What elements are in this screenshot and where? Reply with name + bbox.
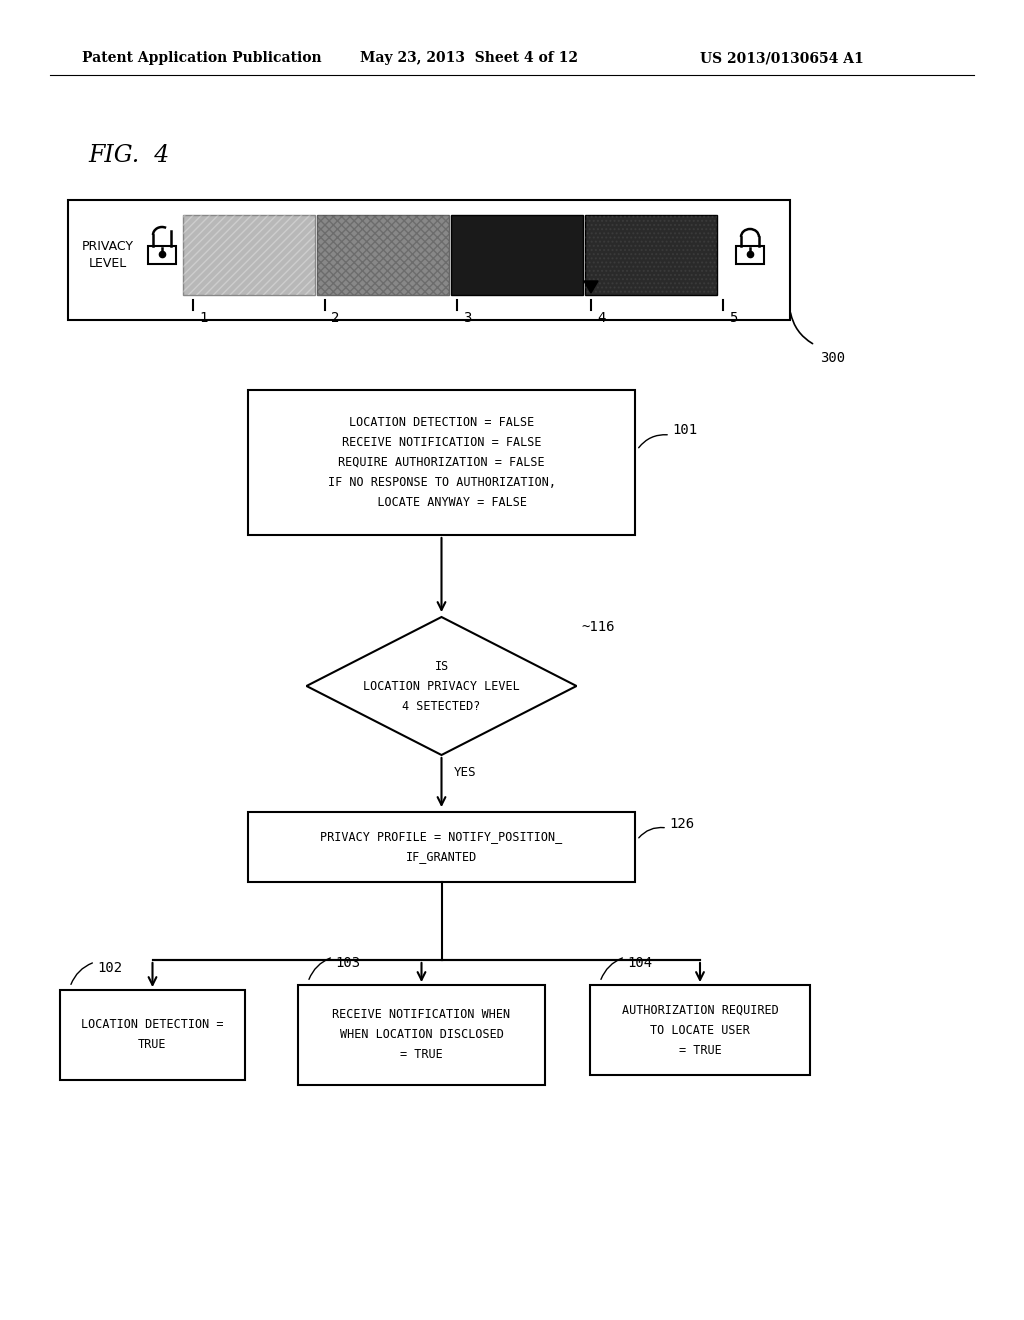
Polygon shape bbox=[306, 616, 577, 755]
Text: 300: 300 bbox=[820, 351, 845, 366]
Polygon shape bbox=[584, 281, 598, 293]
Bar bbox=[298, 985, 545, 1085]
Text: 102: 102 bbox=[97, 961, 122, 975]
Bar bbox=[68, 201, 790, 319]
Bar bbox=[317, 215, 449, 294]
Text: AUTHORIZATION REQUIRED
TO LOCATE USER
= TRUE: AUTHORIZATION REQUIRED TO LOCATE USER = … bbox=[622, 1003, 778, 1056]
Bar bbox=[248, 389, 635, 535]
Text: 101: 101 bbox=[672, 422, 697, 437]
Text: 1: 1 bbox=[199, 312, 208, 325]
Text: US 2013/0130654 A1: US 2013/0130654 A1 bbox=[700, 51, 864, 65]
Text: YES: YES bbox=[454, 767, 476, 780]
Bar bbox=[183, 215, 315, 294]
Text: IS
LOCATION PRIVACY LEVEL
4 SETECTED?: IS LOCATION PRIVACY LEVEL 4 SETECTED? bbox=[364, 660, 520, 713]
Text: 5: 5 bbox=[729, 312, 737, 325]
Text: FIG.  4: FIG. 4 bbox=[88, 144, 169, 166]
Text: ~116: ~116 bbox=[582, 620, 615, 634]
Text: 3: 3 bbox=[463, 312, 471, 325]
Bar bbox=[585, 215, 717, 294]
Bar bbox=[317, 215, 449, 294]
Text: 2: 2 bbox=[331, 312, 339, 325]
FancyBboxPatch shape bbox=[148, 246, 176, 264]
Text: 104: 104 bbox=[627, 956, 652, 970]
Bar bbox=[60, 990, 245, 1080]
Text: May 23, 2013  Sheet 4 of 12: May 23, 2013 Sheet 4 of 12 bbox=[360, 51, 578, 65]
Bar bbox=[248, 812, 635, 882]
FancyBboxPatch shape bbox=[736, 246, 764, 264]
Text: RECEIVE NOTIFICATION WHEN
WHEN LOCATION DISCLOSED
= TRUE: RECEIVE NOTIFICATION WHEN WHEN LOCATION … bbox=[333, 1008, 511, 1061]
Text: 103: 103 bbox=[335, 956, 360, 970]
Text: PRIVACY PROFILE = NOTIFY_POSITION_
IF_GRANTED: PRIVACY PROFILE = NOTIFY_POSITION_ IF_GR… bbox=[321, 830, 562, 863]
Text: 126: 126 bbox=[669, 817, 694, 832]
Text: LOCATION DETECTION =
TRUE: LOCATION DETECTION = TRUE bbox=[81, 1019, 224, 1052]
Text: PRIVACY
LEVEL: PRIVACY LEVEL bbox=[82, 240, 134, 271]
Text: LOCATION DETECTION = FALSE
RECEIVE NOTIFICATION = FALSE
REQUIRE AUTHORIZATION = : LOCATION DETECTION = FALSE RECEIVE NOTIF… bbox=[328, 416, 555, 510]
Bar bbox=[585, 215, 717, 294]
Bar bbox=[590, 985, 810, 1074]
Text: 4: 4 bbox=[597, 312, 605, 325]
Bar bbox=[183, 215, 315, 294]
Text: Patent Application Publication: Patent Application Publication bbox=[82, 51, 322, 65]
Bar bbox=[451, 215, 583, 294]
